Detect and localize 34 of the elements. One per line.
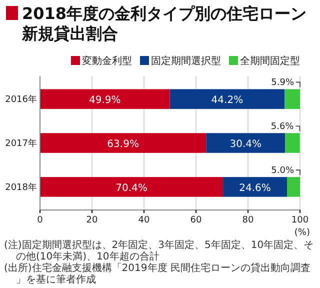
bar — [170, 89, 285, 109]
data-label: 30.4% — [230, 139, 262, 150]
data-label: 24.6% — [239, 182, 271, 194]
bar — [40, 89, 170, 109]
bar — [284, 89, 300, 109]
data-label: 5.6% — [270, 122, 294, 132]
data-label: 70.4% — [116, 182, 148, 194]
bar — [223, 177, 287, 197]
data-label: 49.9% — [88, 95, 121, 106]
text: (出所)住宅金融支援機構「2019年度 民間住宅ローンの貸出動向調査」を基に筆者作成 — [4, 262, 310, 286]
legend-label: 全期間固定型 — [240, 55, 300, 67]
x-tick-label: 20 — [86, 215, 98, 226]
legend-label: 固定期間選択型 — [151, 55, 221, 67]
legend-label: 変動金利型 — [82, 55, 132, 67]
y-tick-label: 2017年 — [5, 138, 37, 149]
bar — [285, 133, 300, 153]
bar — [40, 177, 224, 197]
data-label: 5.9% — [271, 78, 294, 88]
x-tick-label: 80 — [242, 215, 254, 226]
text: (注)固定期間選択型は、2年固定、3年固定、5年固定、10年固定、その他(10年未満)、10年超の合計 — [4, 239, 314, 262]
bar — [206, 133, 286, 153]
data-label: 44.2% — [211, 95, 244, 106]
y-tick-label: 2016年 — [5, 94, 37, 105]
x-tick-label: 40 — [138, 215, 150, 226]
bar — [40, 133, 206, 153]
x-tick-label: 100 — [291, 215, 309, 226]
bar — [287, 177, 300, 197]
x-tick-label: 60 — [190, 215, 202, 226]
x-axis-title: (%) — [294, 228, 310, 238]
x-tick-label: 0 — [37, 215, 44, 226]
data-label: 5.0% — [271, 166, 294, 176]
chart-title: 2018年度の金利タイプ別の住宅ローン新規貸出割合 — [21, 4, 307, 43]
y-tick-label: 2018年 — [5, 182, 37, 193]
data-label: 63.9% — [107, 139, 139, 150]
